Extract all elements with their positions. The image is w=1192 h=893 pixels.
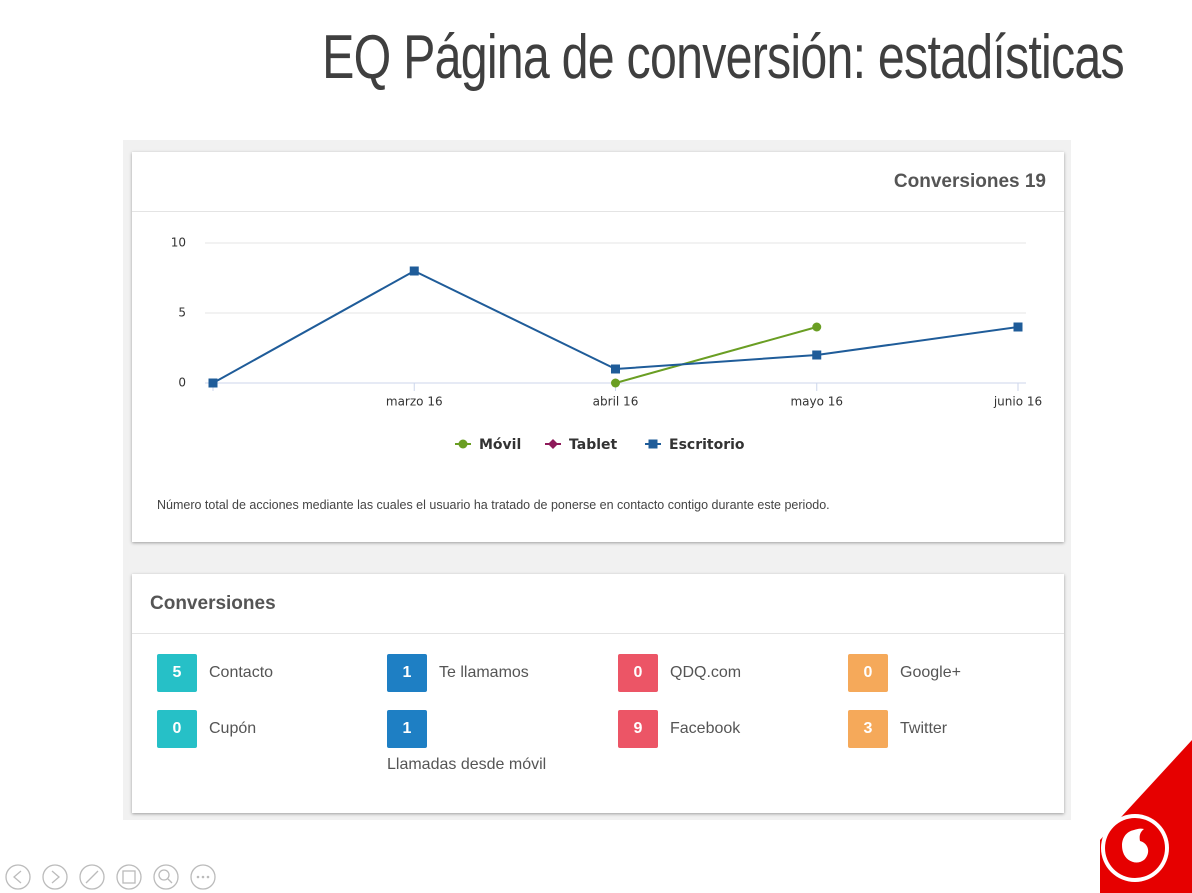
y-tick-label: 5 — [178, 306, 186, 320]
legend-item: Escritorio — [645, 437, 745, 453]
legend-label: Tablet — [569, 437, 618, 453]
conversion-item: 0 QDQ.com — [618, 654, 741, 692]
conversion-item: 0 Google+ — [848, 654, 961, 692]
conversion-item: 1 Te llamamos — [387, 654, 529, 692]
conversion-item: 1 Llamadas desde móvil — [387, 710, 546, 773]
conversion-item: 0 Cupón — [157, 710, 256, 748]
brand-logo — [1100, 740, 1192, 893]
x-tick-label: mayo 16 — [790, 395, 843, 409]
legend-item: Tablet — [545, 437, 618, 453]
item-label: Twitter — [900, 720, 948, 737]
item-label: QDQ.com — [670, 664, 742, 681]
count-badge: 1 — [387, 654, 427, 692]
count-badge: 1 — [387, 710, 427, 748]
point — [1013, 322, 1023, 332]
item-label: Contacto — [209, 664, 274, 681]
count-badge: 0 — [157, 710, 197, 748]
legend-marker — [548, 439, 558, 449]
x-tick-label: abril 16 — [593, 395, 639, 409]
count-badge: 9 — [618, 710, 658, 748]
point — [611, 364, 620, 374]
conversion-item: 5 Contacto — [157, 654, 273, 692]
count-badge: 5 — [157, 654, 197, 692]
count-badge: 0 — [618, 654, 658, 692]
point — [409, 266, 419, 276]
legend-marker — [648, 439, 658, 449]
chart-card: Conversiones 19 Número total de acciones… — [132, 152, 1064, 542]
point — [812, 322, 822, 332]
y-tick-label: 0 — [178, 376, 186, 390]
conversion-item: 9 Facebook — [618, 710, 740, 748]
item-label: Llamadas desde móvil — [387, 756, 547, 773]
conversion-item: 3 Twitter — [848, 710, 947, 748]
point — [208, 378, 218, 388]
y-tick-label: 10 — [171, 236, 186, 250]
card-heading: Conversiones — [132, 574, 1064, 634]
series-line — [615, 326, 818, 384]
item-label: Cupón — [209, 720, 257, 737]
x-tick-label: marzo 16 — [386, 395, 443, 409]
legend-marker — [458, 439, 468, 449]
footnote: Número total de acciones mediante las cu… — [157, 498, 830, 512]
item-label: Google+ — [900, 664, 961, 681]
card-heading: Conversiones 19 — [132, 152, 1064, 212]
legend-label: Móvil — [479, 437, 521, 453]
slide-title: EQ Página de conversión: estadísticas — [322, 23, 1125, 92]
point — [812, 350, 822, 360]
item-label: Te llamamos — [439, 664, 529, 681]
count-badge: 3 — [848, 710, 888, 748]
slide-nav — [5, 864, 216, 890]
item-label: Facebook — [670, 720, 741, 737]
x-tick-label: junio 16 — [993, 395, 1042, 409]
count-badge: 0 — [848, 654, 888, 692]
legend-label: Escritorio — [669, 437, 745, 453]
legend-item: Móvil — [455, 437, 521, 453]
conversions-card: Conversiones 5 Contacto 1 Te llamamos 0 QDQ.c… — [132, 574, 1064, 813]
point — [611, 378, 620, 388]
